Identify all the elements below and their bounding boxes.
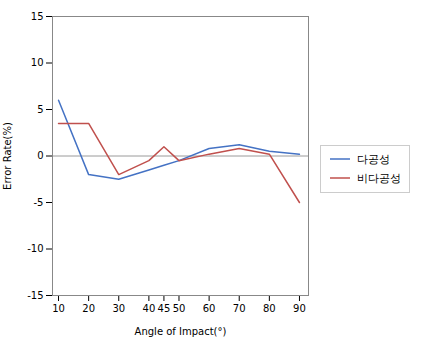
svg-text:15: 15 bbox=[31, 11, 44, 22]
svg-text:5: 5 bbox=[37, 104, 43, 115]
svg-text:Error Rate(%): Error Rate(%) bbox=[2, 122, 13, 190]
svg-text:10: 10 bbox=[52, 303, 65, 314]
svg-text:-5: -5 bbox=[34, 197, 44, 208]
svg-text:70: 70 bbox=[233, 303, 246, 314]
html-text:비다공성: 비다공성 bbox=[357, 171, 401, 185]
svg-text:60: 60 bbox=[203, 303, 216, 314]
svg-text:30: 30 bbox=[112, 303, 125, 314]
svg-text:80: 80 bbox=[263, 303, 276, 314]
html-text:다공성: 다공성 bbox=[357, 152, 390, 166]
svg-text:40: 40 bbox=[143, 303, 156, 314]
svg-text:50: 50 bbox=[173, 303, 186, 314]
svg-text:20: 20 bbox=[82, 303, 95, 314]
svg-text:90: 90 bbox=[293, 303, 306, 314]
svg-text:Angle of Impact(°): Angle of Impact(°) bbox=[135, 326, 227, 337]
svg-text:-15: -15 bbox=[27, 290, 43, 301]
svg-text:10: 10 bbox=[31, 57, 44, 68]
svg-text:-10: -10 bbox=[27, 243, 43, 254]
svg-text:0: 0 bbox=[37, 150, 43, 161]
svg-text:45: 45 bbox=[158, 303, 171, 314]
